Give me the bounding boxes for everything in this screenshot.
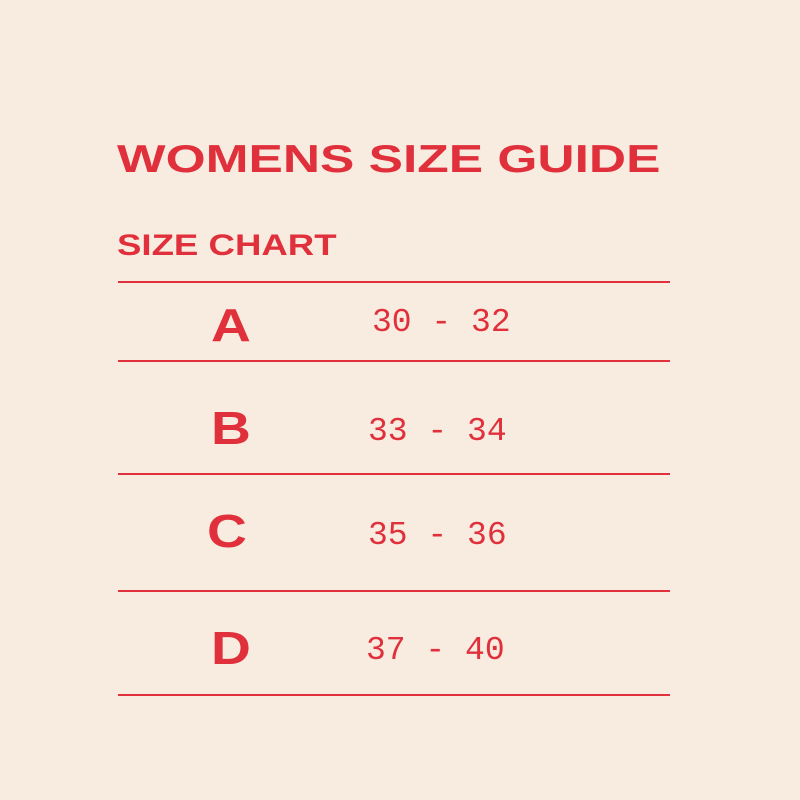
divider — [118, 360, 670, 362]
size-label: A — [211, 299, 251, 351]
size-range: 30 - 32 — [372, 304, 511, 341]
size-range: 33 - 34 — [368, 413, 507, 450]
size-label: D — [211, 622, 251, 674]
divider — [118, 473, 670, 475]
section-heading: SIZE CHART — [117, 229, 337, 262]
size-range: 35 - 36 — [368, 517, 507, 554]
divider — [118, 694, 670, 696]
size-label: C — [207, 505, 247, 557]
divider — [118, 590, 670, 592]
divider — [118, 281, 670, 283]
page-title: WOMENS SIZE GUIDE — [117, 138, 661, 181]
size-label: B — [211, 402, 251, 454]
size-range: 37 - 40 — [366, 632, 505, 669]
